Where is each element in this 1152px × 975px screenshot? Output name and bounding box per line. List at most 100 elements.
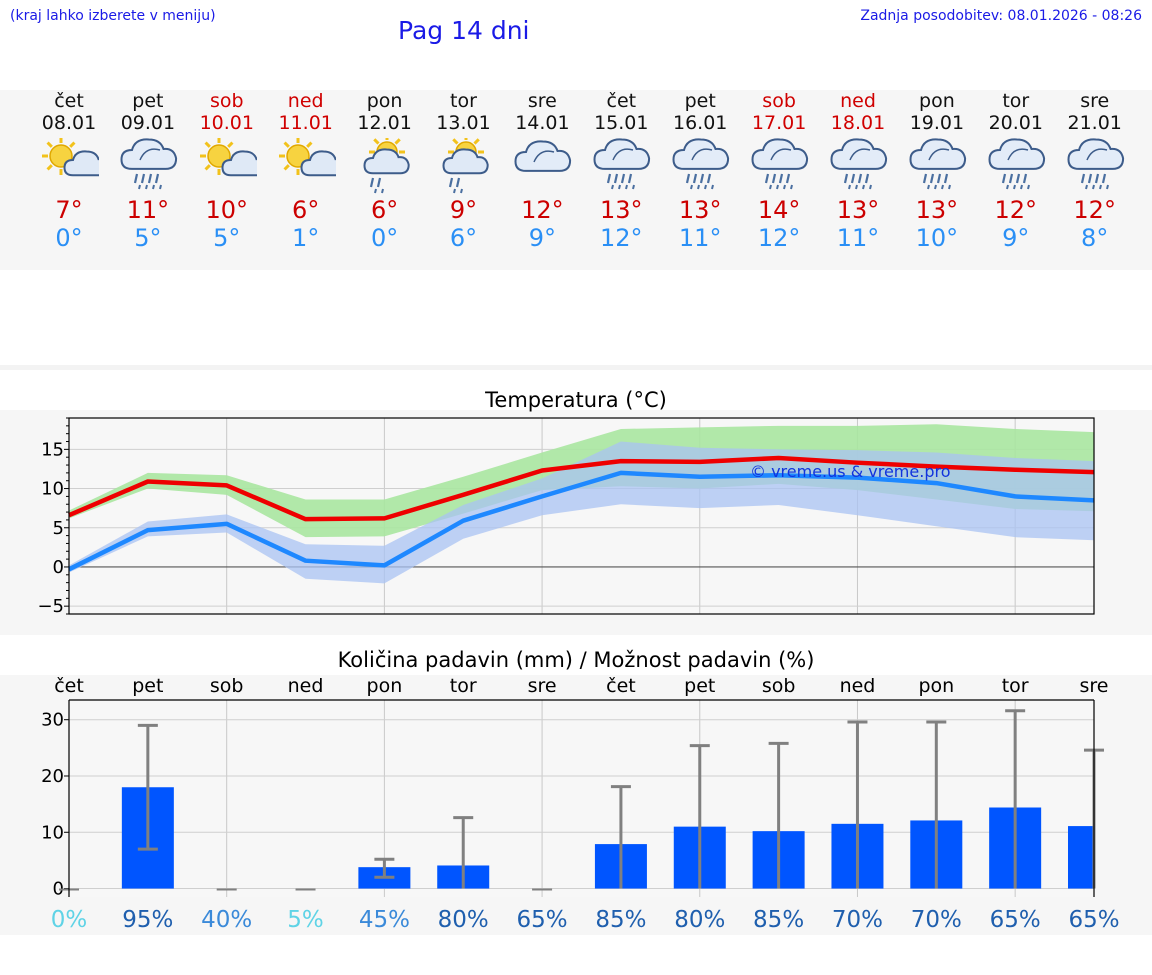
sun-cloud-icon	[278, 138, 336, 177]
rain-cloud-icon	[593, 138, 651, 190]
x-category-label: tor	[450, 675, 477, 697]
max-temperature: 11°	[126, 196, 170, 224]
precipitation-probability: 5%	[287, 907, 324, 933]
day-name: čet	[606, 90, 637, 112]
rain-drop	[369, 177, 374, 188]
cloud-shape	[909, 138, 966, 170]
min-temperature: 11°	[678, 224, 722, 252]
day-name: tor	[1002, 90, 1030, 112]
sun-ray	[226, 141, 234, 148]
precipitation-bar	[1068, 826, 1094, 889]
max-temperature: 13°	[678, 196, 722, 224]
rain-drop	[1026, 184, 1030, 190]
x-category-label: tor	[1002, 675, 1029, 697]
sun-ray	[204, 164, 211, 171]
rain-cloud-icon	[909, 138, 966, 190]
rain-drop	[459, 188, 463, 194]
sun-rain-icon	[363, 138, 410, 194]
day-name: pon	[366, 90, 403, 112]
day-column: tor 20.01 12° 9°	[977, 90, 1055, 252]
temperature-chart: −5 0 5 10 15 © vreme.us & vreme.pro	[37, 417, 1095, 617]
cloud-shape	[691, 148, 713, 161]
precipitation-probability: 65%	[1068, 907, 1119, 933]
sun-ray	[472, 138, 480, 145]
rain-drop	[1012, 184, 1016, 190]
rain-cloud-icon	[1067, 138, 1124, 190]
rain-drop	[144, 184, 148, 190]
y-tick-label: 0	[53, 879, 64, 900]
rain-drop	[611, 184, 615, 190]
rain-drop	[1098, 184, 1102, 190]
precipitation-probability: 65%	[517, 907, 568, 933]
day-column: pon 19.01 13° 10°	[898, 90, 976, 252]
rain-drop	[936, 173, 941, 184]
max-temperature: 13°	[600, 196, 643, 224]
rain-drop	[848, 184, 851, 190]
rain-drop	[376, 177, 381, 188]
cloud-shape	[1085, 148, 1107, 161]
sun-ray	[283, 141, 290, 148]
rain-drop	[1015, 173, 1020, 184]
precipitation-probability: 85%	[595, 907, 646, 933]
cloud-shape	[593, 138, 651, 170]
min-temperature: 9°	[1002, 224, 1030, 252]
sun-ray	[46, 164, 53, 171]
day-date: 20.01	[988, 112, 1043, 134]
rain-cloud-icon	[672, 138, 730, 190]
rain-drop	[133, 173, 138, 184]
sun-ray	[46, 141, 53, 148]
precipitation-probability: 65%	[990, 907, 1041, 933]
cloud-shape	[139, 148, 161, 161]
day-date: 21.01	[1067, 112, 1122, 134]
day-date: 19.01	[909, 112, 965, 134]
rain-drop	[843, 173, 849, 184]
day-name: pet	[684, 90, 716, 112]
x-category-label: sre	[528, 675, 557, 697]
rain-drop	[776, 184, 780, 190]
rain-drop	[1091, 184, 1095, 190]
rain-drop	[783, 184, 787, 190]
min-temperature: 11°	[836, 224, 880, 252]
x-category-label: pet	[684, 675, 715, 697]
plot-frame	[68, 417, 1095, 615]
day-name: pon	[919, 90, 955, 112]
rain-cloud-icon	[830, 138, 888, 190]
day-name: sre	[527, 90, 557, 112]
day-column: sre 14.01 12° 9°	[503, 90, 581, 252]
x-category-label: pon	[367, 675, 403, 697]
day-date: 13.01	[436, 112, 491, 134]
day-column: sob 17.01 14° 12°	[740, 90, 818, 252]
sun-cloud-icon	[199, 138, 257, 177]
rain-drop	[452, 188, 456, 194]
rain-drop	[621, 173, 626, 184]
x-category-label: sob	[762, 675, 796, 697]
rain-drop	[686, 173, 691, 184]
rain-drop	[373, 188, 377, 194]
cloud-shape	[849, 148, 871, 161]
watermark: © vreme.us & vreme.pro	[750, 462, 951, 481]
day-date: 18.01	[830, 112, 886, 134]
y-tick-label: −5	[37, 596, 64, 617]
cloud-shape	[612, 148, 634, 161]
sun-ray	[451, 138, 459, 145]
precipitation-probability: 80%	[438, 907, 489, 933]
min-temperature: 9°	[528, 224, 557, 252]
rain-drop	[933, 184, 937, 190]
day-date: 11.01	[278, 112, 333, 134]
rain-drop	[690, 184, 694, 190]
day-date: 15.01	[594, 112, 649, 134]
min-temperature: 12°	[600, 224, 643, 252]
rain-drop	[707, 173, 712, 184]
cloud-shape	[221, 150, 257, 177]
rain-drop	[1094, 173, 1099, 184]
cloud-shape	[63, 150, 99, 177]
x-category-label: pon	[918, 675, 954, 697]
rain-cloud-icon	[751, 138, 809, 190]
day-name: sob	[762, 90, 796, 112]
rain-drop	[772, 173, 777, 184]
sun-ray	[372, 138, 380, 145]
divider	[0, 365, 1152, 370]
cloud-shape	[514, 140, 572, 172]
min-temperature: 0°	[55, 224, 83, 252]
day-column: čet 08.01 7° 0°	[30, 90, 108, 252]
